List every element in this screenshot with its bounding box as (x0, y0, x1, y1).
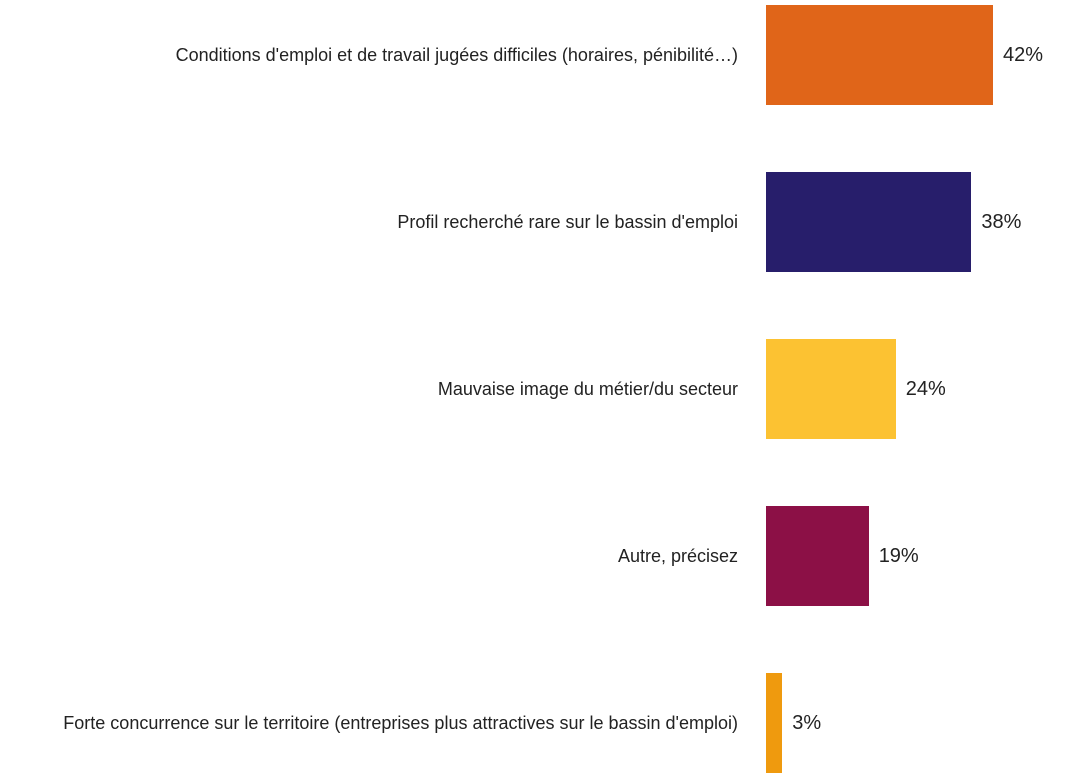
category-label: Profil recherché rare sur le bassin d'em… (397, 212, 738, 232)
value-label: 42% (1003, 44, 1044, 66)
category-label: Mauvaise image du métier/du secteur (437, 379, 738, 399)
bar (766, 172, 972, 272)
value-label: 3% (792, 712, 822, 734)
value-label: 24% (905, 378, 946, 400)
value-label: 19% (878, 545, 919, 567)
category-label: Conditions d'emploi et de travail jugées… (175, 45, 738, 65)
value-label: 38% (981, 211, 1022, 233)
bar (766, 339, 896, 439)
bar (766, 5, 993, 105)
bar (766, 673, 783, 773)
category-label: Autre, précisez (617, 546, 738, 566)
bar (766, 506, 869, 606)
category-label: Forte concurrence sur le territoire (ent… (63, 713, 738, 733)
